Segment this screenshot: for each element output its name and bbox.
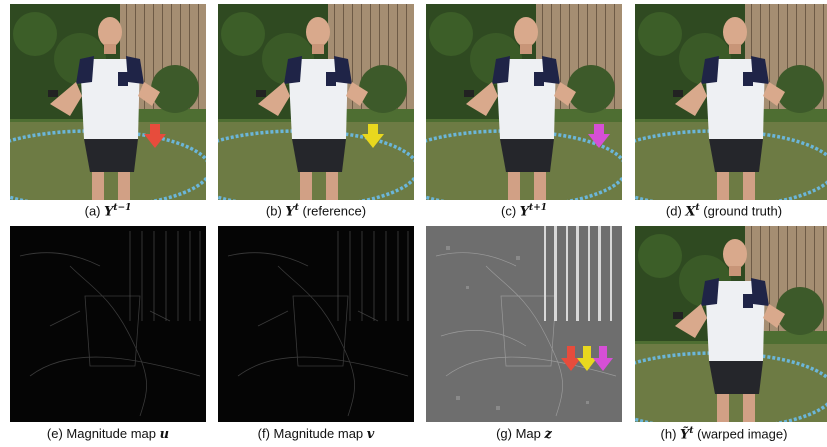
red-arrow-icon xyxy=(144,124,166,148)
magenta-arrow-icon xyxy=(593,346,613,371)
yellow-arrow-icon xyxy=(577,346,597,371)
panel-a-image xyxy=(10,4,206,200)
panel-e-image xyxy=(10,226,206,422)
caption-e: (e) Magnitude map u xyxy=(46,426,170,442)
caption-a: (a) Yt−1 xyxy=(84,203,132,220)
panel-g-image xyxy=(426,226,622,422)
caption-h: (h) Ỹt (warped image) xyxy=(660,426,788,443)
caption-c: (c) Yt+1 xyxy=(500,203,548,220)
magenta-arrow-icon xyxy=(588,124,610,148)
caption-b: (b) Yt (reference) xyxy=(265,203,367,220)
caption-g: (g) Map z xyxy=(496,426,552,442)
caption-f: (f) Magnitude map v xyxy=(257,426,375,442)
yellow-arrow-icon xyxy=(362,124,384,148)
panel-c-image xyxy=(426,4,622,200)
panel-d-image xyxy=(635,4,827,200)
panel-b-image xyxy=(218,4,414,200)
panel-f-image xyxy=(218,226,414,422)
red-arrow-icon xyxy=(561,346,581,371)
caption-d: (d) Xt (ground truth) xyxy=(665,203,783,220)
panel-h-image xyxy=(635,226,827,422)
